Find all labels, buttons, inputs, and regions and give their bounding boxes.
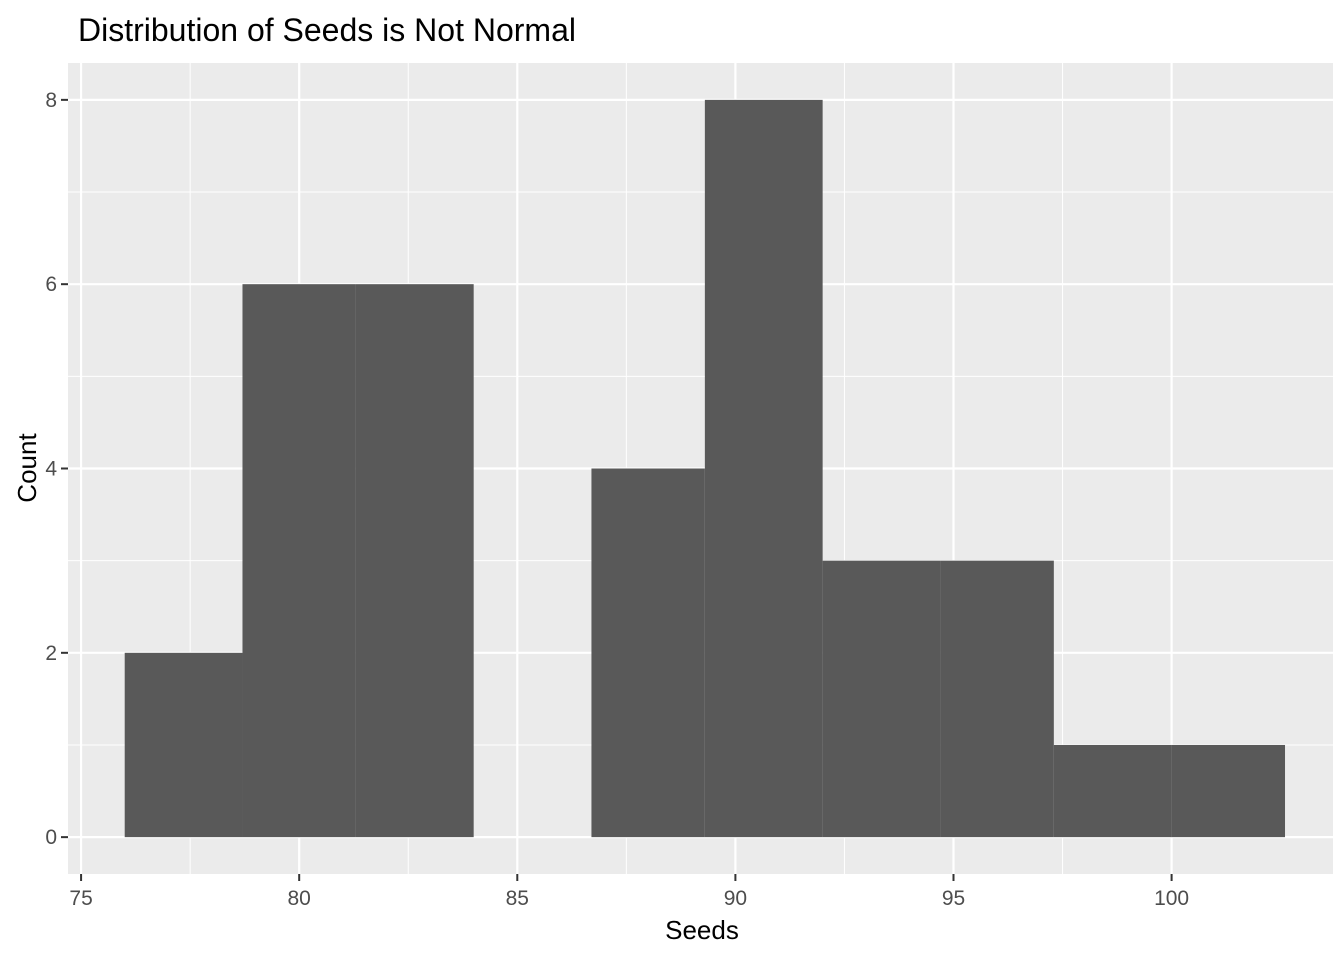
histogram-bars	[124, 99, 1286, 838]
x-tick-label: 95	[942, 887, 965, 910]
y-axis-title: Count	[12, 433, 42, 503]
y-tick-label: 8	[45, 89, 57, 112]
x-tick-label: 90	[724, 887, 747, 910]
x-tick-label: 75	[69, 887, 92, 910]
x-tick-label: 85	[506, 887, 529, 910]
y-tick-label: 0	[45, 826, 57, 849]
chart-title: Distribution of Seeds is Not Normal	[78, 12, 576, 48]
x-axis: 75 80 85 90 95 100	[69, 874, 1189, 910]
x-tick-label: 80	[288, 887, 311, 910]
y-tick-label: 2	[45, 642, 57, 665]
histogram-bar	[242, 284, 356, 838]
histogram-bar	[940, 560, 1054, 838]
histogram-bar	[704, 99, 823, 838]
x-axis-title: Seeds	[665, 915, 739, 945]
y-tick-label: 6	[45, 273, 57, 296]
histogram-bar	[355, 284, 474, 838]
histogram-bar	[591, 468, 705, 838]
y-tick-label: 4	[45, 458, 57, 481]
y-axis: 0 2 4 6 8	[45, 89, 68, 849]
histogram-bar	[822, 560, 941, 838]
x-tick-label: 100	[1154, 887, 1189, 910]
histogram-bar	[1053, 744, 1172, 838]
histogram-bar	[124, 652, 243, 838]
histogram-bar	[1171, 744, 1286, 838]
